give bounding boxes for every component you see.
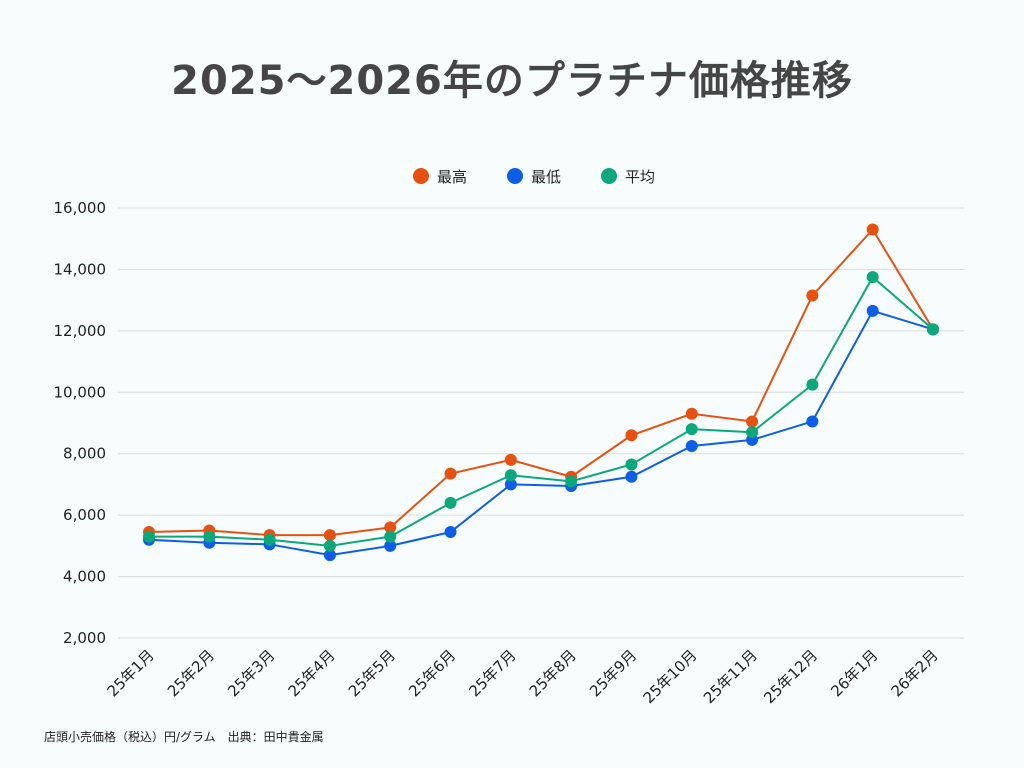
data-point <box>263 533 276 546</box>
data-point <box>625 458 638 471</box>
data-point <box>323 549 336 562</box>
data-point <box>143 530 155 543</box>
x-tick-label: 25年8月 <box>526 646 580 700</box>
data-point <box>384 530 397 543</box>
data-point <box>444 526 457 539</box>
legend-marker <box>507 168 523 184</box>
x-tick-label: 25年1月 <box>104 646 158 700</box>
data-point <box>866 304 879 317</box>
y-tick-label: 16,000 <box>54 199 107 217</box>
x-tick-label: 25年9月 <box>586 646 640 700</box>
data-point <box>625 470 638 483</box>
y-tick-label: 14,000 <box>54 260 107 278</box>
data-point <box>685 423 698 436</box>
x-axis-ticks: 25年1月 25年2月 25年3月 25年4月 25年5月 25年6月 25年7月 25年8月… <box>104 646 942 707</box>
legend-label: 最低 <box>531 168 561 186</box>
x-tick-label: 25年10月 <box>640 646 701 707</box>
data-point <box>806 289 819 302</box>
series-最高 <box>143 223 939 542</box>
legend-item: 最低 <box>507 168 561 186</box>
data-point <box>384 539 397 552</box>
data-point <box>866 271 879 284</box>
data-point <box>565 475 578 488</box>
x-tick-label: 26年1月 <box>827 646 881 700</box>
data-point <box>746 426 759 439</box>
data-point <box>504 469 517 482</box>
data-point <box>203 530 216 543</box>
y-axis-ticks: 2,000 4,000 6,000 8,000 10,000 12,000 14,000 16… <box>54 199 107 647</box>
data-point <box>625 429 638 442</box>
legend: 最高 最低 平均 <box>413 168 655 186</box>
legend-item: 最高 <box>413 168 467 186</box>
y-tick-label: 10,000 <box>54 383 107 401</box>
data-point <box>746 415 759 428</box>
data-point <box>685 407 698 420</box>
data-point <box>444 496 457 509</box>
data-point <box>806 415 819 428</box>
data-point <box>384 521 397 534</box>
chart-title: 2025～2026年のプラチナ価格推移 <box>171 58 853 104</box>
x-tick-label: 25年12月 <box>760 646 821 707</box>
legend-label: 平均 <box>625 168 655 186</box>
legend-item: 平均 <box>601 168 655 186</box>
x-tick-label: 25年5月 <box>345 646 399 700</box>
y-tick-label: 8,000 <box>63 445 106 463</box>
x-tick-label: 25年3月 <box>224 646 278 700</box>
x-tick-label: 25年6月 <box>405 646 459 700</box>
x-tick-label: 25年2月 <box>164 646 218 700</box>
series-line <box>149 275 934 547</box>
footnote: 店頭小売価格（税込）円/グラム 出典：田中貴金属 <box>44 730 324 744</box>
y-tick-label: 2,000 <box>63 629 106 647</box>
x-tick-label: 25年4月 <box>285 646 339 700</box>
data-point <box>323 529 336 542</box>
data-point <box>685 440 698 453</box>
x-tick-label: 25年11月 <box>700 646 761 707</box>
x-tick-label: 25年7月 <box>465 646 519 700</box>
x-tick-label: 26年2月 <box>888 646 942 700</box>
data-point <box>806 378 819 391</box>
data-point <box>504 478 517 491</box>
data-point <box>504 453 517 466</box>
series-line <box>148 309 934 557</box>
data-point <box>444 467 457 480</box>
series-平均 <box>143 271 939 552</box>
y-tick-label: 12,000 <box>54 322 107 340</box>
y-tick-label: 4,000 <box>63 568 106 586</box>
gridlines <box>118 207 964 639</box>
series-group <box>143 223 939 562</box>
legend-label: 最高 <box>437 168 467 186</box>
y-tick-label: 6,000 <box>63 506 106 524</box>
legend-marker <box>413 168 429 184</box>
data-point <box>866 223 879 236</box>
series-line <box>148 227 934 537</box>
data-point <box>323 539 336 552</box>
data-point <box>927 323 939 336</box>
series-最低 <box>143 304 939 562</box>
legend-marker <box>601 168 617 184</box>
